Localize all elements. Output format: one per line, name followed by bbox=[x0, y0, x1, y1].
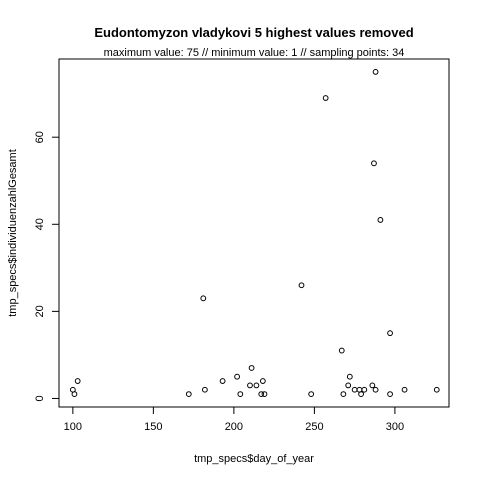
data-point bbox=[259, 378, 266, 384]
data-point bbox=[358, 391, 364, 398]
y-tick-label: 0 bbox=[34, 395, 46, 401]
y-tick-label: 40 bbox=[34, 218, 46, 230]
data-point bbox=[322, 95, 329, 101]
data-point bbox=[234, 373, 240, 380]
data-point bbox=[247, 382, 253, 389]
x-tick-label: 200 bbox=[225, 421, 243, 433]
x-tick-label: 250 bbox=[305, 421, 323, 433]
x-tick-label: 300 bbox=[386, 421, 404, 433]
data-point bbox=[346, 373, 353, 380]
data-point bbox=[200, 295, 207, 302]
x-axis: 100 150 200 250 300 bbox=[64, 406, 404, 433]
data-point bbox=[372, 386, 379, 393]
y-tick-label: 20 bbox=[34, 305, 46, 317]
data-point bbox=[433, 386, 440, 393]
data-point bbox=[387, 391, 393, 398]
data-point bbox=[248, 365, 255, 371]
data-point bbox=[219, 378, 226, 384]
data-point bbox=[361, 386, 368, 393]
data-point bbox=[387, 330, 393, 337]
data-point bbox=[185, 391, 192, 398]
data-point bbox=[371, 160, 377, 167]
data-point bbox=[253, 382, 260, 389]
data-point bbox=[261, 391, 268, 398]
data-point bbox=[308, 391, 315, 398]
chart-title: Eudontomyzon vladykovi 5 highest values … bbox=[94, 25, 413, 40]
data-point bbox=[340, 391, 347, 398]
data-point bbox=[372, 68, 379, 75]
chart-subtitle: maximum value: 75 // minimum value: 1 //… bbox=[104, 47, 405, 59]
x-tick-label: 150 bbox=[144, 421, 162, 433]
data-point bbox=[338, 347, 345, 354]
data-point bbox=[237, 391, 244, 398]
data-point bbox=[298, 282, 305, 289]
data-point bbox=[71, 391, 78, 398]
y-axis-label: tmp_specs$individuenzahlGesamt bbox=[7, 149, 19, 317]
x-axis-label: tmp_specs$day_of_year bbox=[194, 453, 314, 465]
data-point bbox=[258, 391, 265, 398]
data-point bbox=[345, 382, 352, 389]
data-point bbox=[201, 386, 208, 393]
data-points bbox=[69, 68, 440, 398]
data-point bbox=[401, 386, 408, 393]
x-tick-label: 100 bbox=[64, 421, 82, 433]
data-point bbox=[377, 217, 384, 223]
data-point bbox=[74, 378, 81, 384]
y-tick-label: 60 bbox=[34, 131, 46, 143]
y-axis: 0 20 40 60 bbox=[34, 131, 60, 402]
data-point bbox=[369, 382, 376, 389]
